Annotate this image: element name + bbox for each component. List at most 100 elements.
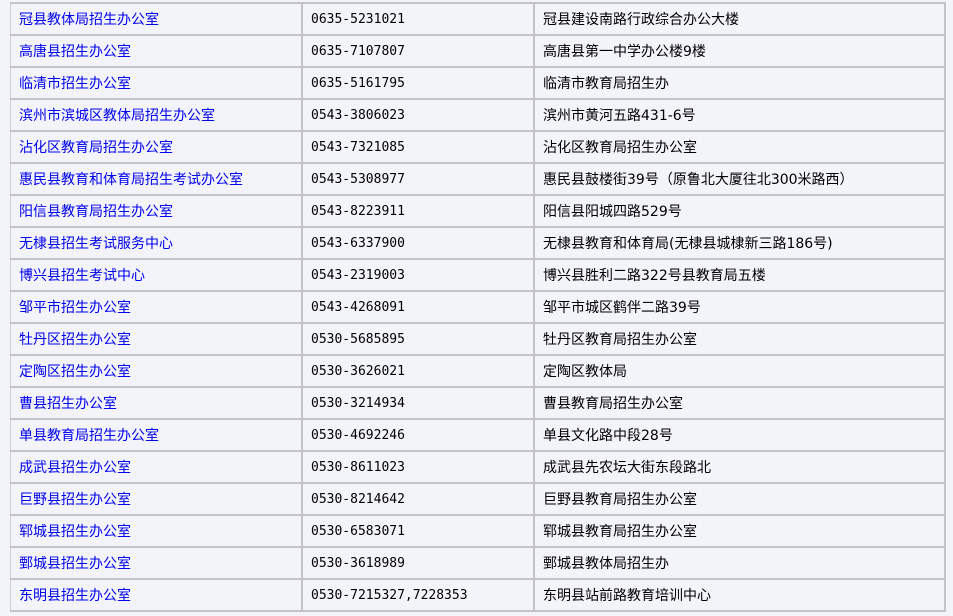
table-body: 冠县教体局招生办公室 0635-5231021 冠县建设南路行政综合办公大楼高唐县招…: [10, 2, 946, 612]
office-name-link[interactable]: 牡丹区招生办公室: [19, 332, 131, 348]
phone-cell: 0635-5161795: [301, 66, 534, 100]
office-name-cell: 滨州市滨城区教体局招生办公室: [10, 98, 302, 132]
phone-cell: 0543-3806023: [301, 98, 534, 132]
table-row: 定陶区招生办公室 0530-3626021 定陶区教体局: [10, 354, 946, 388]
office-name-link[interactable]: 鄄城县招生办公室: [19, 556, 131, 572]
address-text: 巨野县教育局招生办公室: [543, 492, 697, 508]
table-row: 郓城县招生办公室 0530-6583071 郓城县教育局招生办公室: [10, 514, 946, 548]
table-row: 博兴县招生考试中心 0543-2319003 博兴县胜利二路322号县教育局五楼: [10, 258, 946, 292]
address-text: 定陶区教体局: [543, 364, 627, 380]
phone-cell: 0530-5685895: [301, 322, 534, 356]
phone-number: 0543-4268091: [311, 300, 405, 315]
address-cell: 单县文化路中段28号: [533, 418, 946, 452]
address-text: 冠县建设南路行政综合办公大楼: [543, 12, 739, 28]
phone-cell: 0635-5231021: [301, 2, 534, 36]
address-cell: 临清市教育局招生办: [533, 66, 946, 100]
phone-number: 0635-7107807: [311, 44, 405, 59]
office-name-cell: 高唐县招生办公室: [10, 34, 302, 68]
office-name-cell: 阳信县教育局招生办公室: [10, 194, 302, 228]
office-name-link[interactable]: 惠民县教育和体育局招生考试办公室: [19, 172, 243, 188]
phone-number: 0530-8214642: [311, 492, 405, 507]
phone-number: 0543-5308977: [311, 172, 405, 187]
table-row: 单县教育局招生办公室 0530-4692246 单县文化路中段28号: [10, 418, 946, 452]
address-text: 临清市教育局招生办: [543, 76, 669, 92]
phone-cell: 0530-3618989: [301, 546, 534, 580]
phone-number: 0530-7215327,7228353: [311, 588, 468, 603]
office-name-link[interactable]: 高唐县招生办公室: [19, 44, 131, 60]
table-row: 惠民县教育和体育局招生考试办公室 0543-5308977 惠民县鼓楼街39号（原鲁…: [10, 162, 946, 196]
office-name-cell: 东明县招生办公室: [10, 578, 302, 612]
address-text: 单县文化路中段28号: [543, 428, 673, 444]
table-row: 曹县招生办公室 0530-3214934 曹县教育局招生办公室: [10, 386, 946, 420]
table-row: 沾化区教育局招生办公室 0543-7321085 沾化区教育局招生办公室: [10, 130, 946, 164]
office-name-cell: 沾化区教育局招生办公室: [10, 130, 302, 164]
phone-number: 0543-3806023: [311, 108, 405, 123]
address-cell: 牡丹区教育局招生办公室: [533, 322, 946, 356]
address-text: 郓城县教育局招生办公室: [543, 524, 697, 540]
office-name-link[interactable]: 冠县教体局招生办公室: [19, 12, 159, 28]
address-text: 滨州市黄河五路431-6号: [543, 108, 696, 124]
address-cell: 阳信县阳城四路529号: [533, 194, 946, 228]
office-name-link[interactable]: 博兴县招生考试中心: [19, 268, 145, 284]
office-name-cell: 邹平市招生办公室: [10, 290, 302, 324]
office-name-link[interactable]: 定陶区招生办公室: [19, 364, 131, 380]
office-name-link[interactable]: 曹县招生办公室: [19, 396, 117, 412]
office-name-cell: 鄄城县招生办公室: [10, 546, 302, 580]
phone-cell: 0543-7321085: [301, 130, 534, 164]
address-text: 博兴县胜利二路322号县教育局五楼: [543, 268, 766, 284]
phone-number: 0635-5231021: [311, 12, 405, 27]
address-cell: 鄄城县教体局招生办: [533, 546, 946, 580]
table-row: 成武县招生办公室 0530-8611023 成武县先农坛大街东段路北: [10, 450, 946, 484]
office-name-link[interactable]: 郓城县招生办公室: [19, 524, 131, 540]
office-name-cell: 单县教育局招生办公室: [10, 418, 302, 452]
office-name-link[interactable]: 东明县招生办公室: [19, 588, 131, 604]
address-text: 沾化区教育局招生办公室: [543, 140, 697, 156]
office-name-link[interactable]: 滨州市滨城区教体局招生办公室: [19, 108, 215, 124]
address-cell: 冠县建设南路行政综合办公大楼: [533, 2, 946, 36]
office-name-cell: 郓城县招生办公室: [10, 514, 302, 548]
phone-cell: 0530-3214934: [301, 386, 534, 420]
table-row: 临清市招生办公室 0635-5161795 临清市教育局招生办: [10, 66, 946, 100]
table-row: 邹平市招生办公室 0543-4268091 邹平市城区鹤伴二路39号: [10, 290, 946, 324]
office-name-cell: 博兴县招生考试中心: [10, 258, 302, 292]
address-text: 曹县教育局招生办公室: [543, 396, 683, 412]
address-text: 邹平市城区鹤伴二路39号: [543, 300, 701, 316]
phone-number: 0530-8611023: [311, 460, 405, 475]
address-text: 惠民县鼓楼街39号（原鲁北大厦往北300米路西）: [543, 172, 854, 188]
phone-number: 0635-5161795: [311, 76, 405, 91]
phone-number: 0530-5685895: [311, 332, 405, 347]
table-row: 东明县招生办公室 0530-7215327,7228353 东明县站前路教育培训中心: [10, 578, 946, 612]
address-text: 鄄城县教体局招生办: [543, 556, 669, 572]
office-name-cell: 临清市招生办公室: [10, 66, 302, 100]
address-cell: 无棣县教育和体育局(无棣县城棣新三路186号): [533, 226, 946, 260]
table-row: 巨野县招生办公室 0530-8214642 巨野县教育局招生办公室: [10, 482, 946, 516]
office-name-link[interactable]: 单县教育局招生办公室: [19, 428, 159, 444]
office-name-cell: 曹县招生办公室: [10, 386, 302, 420]
address-cell: 东明县站前路教育培训中心: [533, 578, 946, 612]
address-cell: 高唐县第一中学办公楼9楼: [533, 34, 946, 68]
address-text: 东明县站前路教育培训中心: [543, 588, 711, 604]
address-text: 高唐县第一中学办公楼9楼: [543, 44, 706, 60]
office-name-cell: 巨野县招生办公室: [10, 482, 302, 516]
phone-cell: 0530-3626021: [301, 354, 534, 388]
office-name-cell: 无棣县招生考试服务中心: [10, 226, 302, 260]
office-name-cell: 冠县教体局招生办公室: [10, 2, 302, 36]
address-text: 阳信县阳城四路529号: [543, 204, 682, 220]
office-name-link[interactable]: 邹平市招生办公室: [19, 300, 131, 316]
office-name-link[interactable]: 无棣县招生考试服务中心: [19, 236, 173, 252]
office-name-link[interactable]: 成武县招生办公室: [19, 460, 131, 476]
office-name-cell: 惠民县教育和体育局招生考试办公室: [10, 162, 302, 196]
table-row: 无棣县招生考试服务中心 0543-6337900 无棣县教育和体育局(无棣县城棣新三…: [10, 226, 946, 260]
address-cell: 滨州市黄河五路431-6号: [533, 98, 946, 132]
phone-cell: 0543-8223911: [301, 194, 534, 228]
office-name-cell: 成武县招生办公室: [10, 450, 302, 484]
phone-cell: 0543-5308977: [301, 162, 534, 196]
office-name-link[interactable]: 巨野县招生办公室: [19, 492, 131, 508]
table-row: 冠县教体局招生办公室 0635-5231021 冠县建设南路行政综合办公大楼: [10, 2, 946, 36]
office-name-link[interactable]: 沾化区教育局招生办公室: [19, 140, 173, 156]
phone-number: 0530-4692246: [311, 428, 405, 443]
phone-number: 0543-7321085: [311, 140, 405, 155]
admissions-office-table: 冠县教体局招生办公室 0635-5231021 冠县建设南路行政综合办公大楼高唐县招…: [10, 2, 946, 612]
office-name-link[interactable]: 阳信县教育局招生办公室: [19, 204, 173, 220]
office-name-link[interactable]: 临清市招生办公室: [19, 76, 131, 92]
